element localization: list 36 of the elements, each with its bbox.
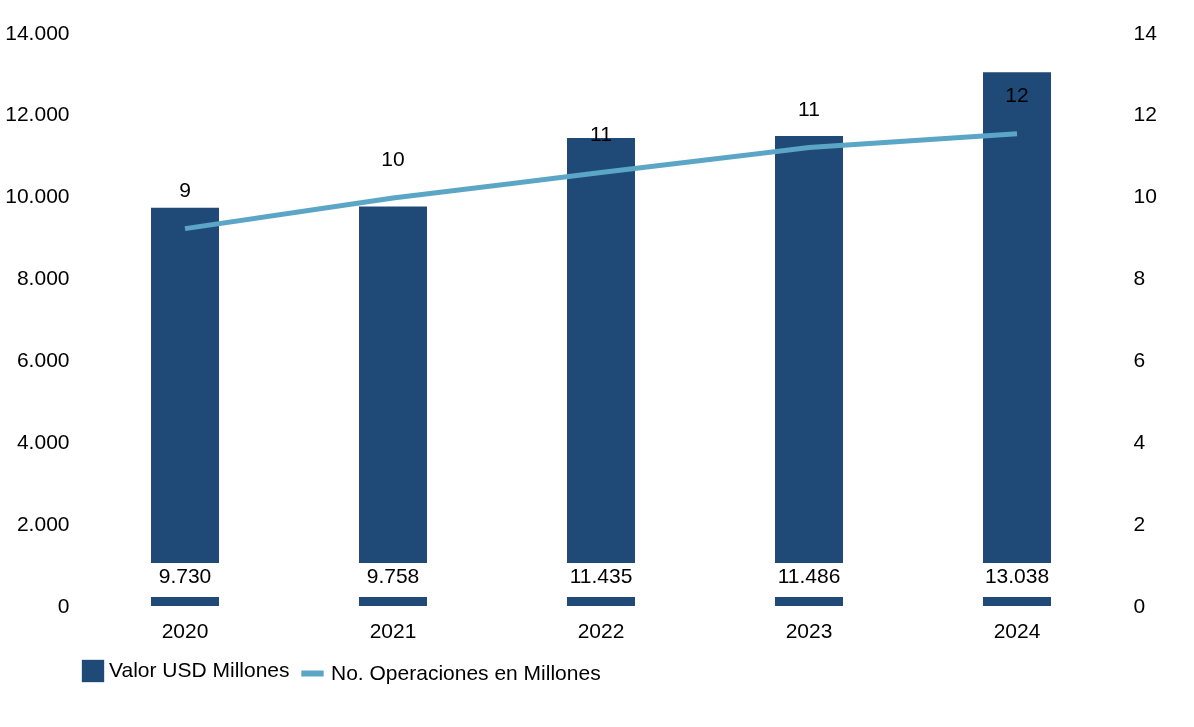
y2-tick-label: 2 [1133, 511, 1146, 535]
x-tick-label: 2021 [369, 618, 417, 642]
data-label: 10 [381, 146, 405, 170]
x-tick-label: 2023 [785, 618, 833, 642]
y-tick-label: 0 [57, 593, 70, 617]
data-label: 9.758 [366, 564, 420, 587]
x-tick-label: 2024 [993, 618, 1041, 642]
y-tick-label: 4.000 [16, 429, 70, 453]
y-tick-label: 12.000 [5, 102, 70, 126]
x-tick-label: 2022 [577, 618, 625, 642]
data-label: 9.730 [158, 564, 212, 587]
bar [775, 135, 843, 606]
y-tick-label: 14.000 [5, 20, 70, 44]
y2-tick-label: 14 [1133, 20, 1158, 44]
data-label: 12 [1005, 82, 1029, 106]
data-label: 13.038 [984, 564, 1050, 587]
legend-label: Valor USD Millones [109, 658, 290, 681]
x-tick-label: 2020 [161, 618, 209, 642]
bar [151, 207, 219, 606]
legend-label: No. Operaciones en Millones [331, 660, 601, 684]
data-label: 11.435 [569, 564, 633, 587]
y2-tick-label: 6 [1133, 347, 1146, 371]
y-tick-label: 2.000 [16, 511, 70, 535]
data-label: 11 [798, 96, 820, 120]
y2-tick-label: 4 [1133, 429, 1146, 453]
data-label: 11.486 [777, 564, 841, 587]
y-tick-label: 8.000 [16, 266, 70, 290]
bar [359, 206, 427, 606]
y2-tick-label: 10 [1133, 184, 1157, 208]
y2-tick-label: 12 [1133, 102, 1157, 126]
bar [983, 72, 1051, 606]
y-tick-label: 6.000 [16, 347, 70, 371]
y2-tick-label: 8 [1133, 266, 1146, 290]
y-tick-label: 10.000 [5, 184, 70, 208]
y2-tick-label: 0 [1133, 593, 1146, 617]
data-label: 9 [179, 177, 191, 201]
